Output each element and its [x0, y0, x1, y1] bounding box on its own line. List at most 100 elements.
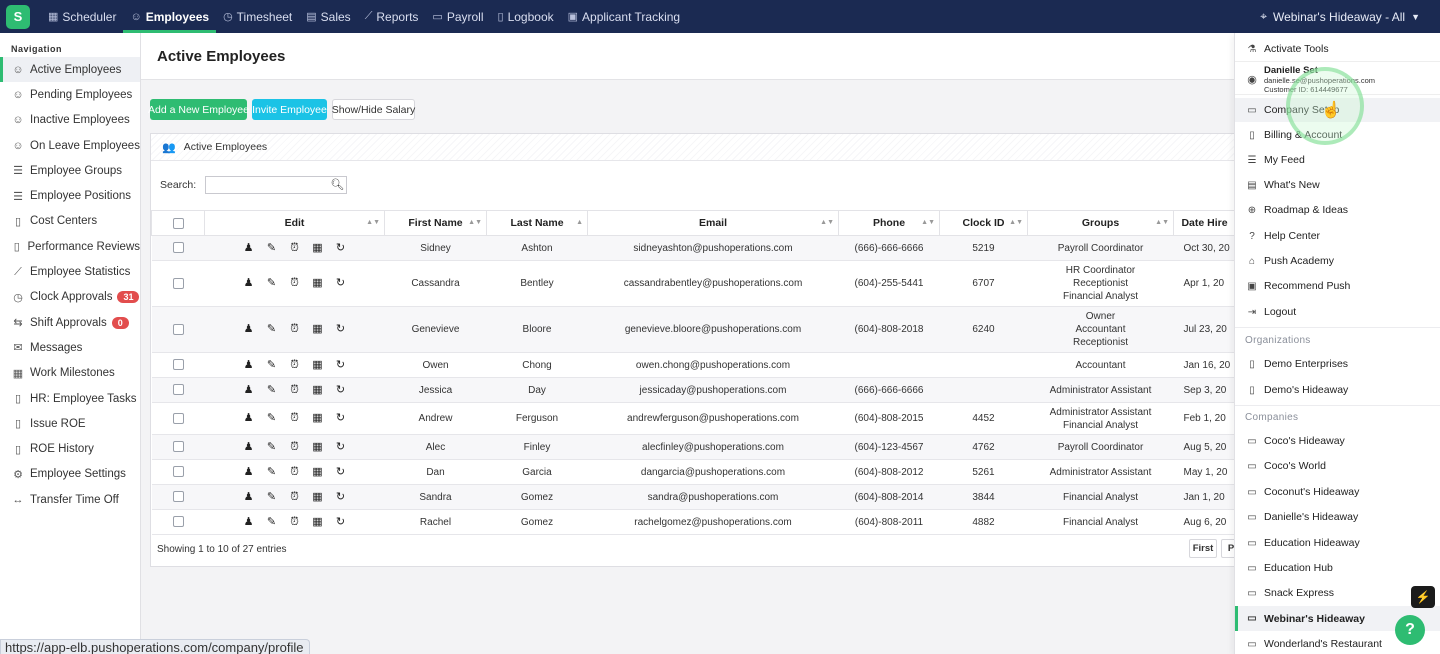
menu-my-feed[interactable]: ☰ My Feed — [1235, 148, 1440, 172]
user-profile-item[interactable]: ◉ Danielle Set danielle.se@pushoperation… — [1235, 61, 1440, 95]
pencil-icon[interactable]: ✎ — [266, 412, 277, 424]
profile-icon[interactable]: ♟ — [243, 323, 254, 335]
row-checkbox[interactable] — [172, 516, 184, 528]
col-date-hire[interactable]: Date Hire — [1173, 210, 1236, 236]
menu-billing-account[interactable]: ▯ Billing & Account — [1235, 123, 1440, 147]
redo-icon[interactable]: ↻ — [335, 490, 346, 503]
calculator-icon[interactable]: ▦ — [312, 440, 323, 453]
profile-icon[interactable]: ♟ — [243, 358, 254, 371]
profile-icon[interactable]: ♟ — [243, 277, 254, 289]
redo-icon[interactable]: ↻ — [335, 440, 346, 453]
sidebar-item-shift-approvals[interactable]: ⇆ Shift Approvals 0 — [0, 310, 140, 335]
row-checkbox[interactable] — [172, 384, 184, 396]
pencil-icon[interactable]: ✎ — [266, 277, 277, 289]
nav-sales[interactable]: ▤ Sales — [306, 9, 351, 24]
redo-icon[interactable]: ↻ — [335, 515, 346, 528]
alarm-clock-icon[interactable]: ⏰︎ — [290, 465, 299, 478]
col-first-name[interactable]: First Name ▲▼ — [384, 210, 487, 236]
company-wonderlands-restaurant[interactable]: ▭ Wonderland's Restaurant — [1235, 632, 1440, 654]
menu-recommend-push[interactable]: ▣ Recommend Push — [1235, 274, 1440, 298]
profile-icon[interactable]: ♟ — [243, 241, 254, 254]
calculator-icon[interactable]: ▦ — [312, 490, 323, 503]
row-checkbox[interactable] — [172, 441, 184, 453]
sidebar-item-employee-settings[interactable]: ⚙ Employee Settings — [0, 462, 140, 487]
col-email[interactable]: Email ▲▼ — [587, 210, 839, 236]
pencil-icon[interactable]: ✎ — [266, 515, 277, 528]
nav-logbook[interactable]: ▯ Logbook — [497, 9, 554, 24]
sidebar-item-cost-centers[interactable]: ▯ Cost Centers — [0, 209, 140, 234]
col-last-name[interactable]: Last Name ▲ — [486, 210, 588, 236]
calculator-icon[interactable]: ▦ — [312, 383, 323, 396]
calculator-icon[interactable]: ▦ — [312, 323, 323, 335]
sidebar-item-roe-history[interactable]: ▯ ROE History — [0, 436, 140, 461]
calculator-icon[interactable]: ▦ — [312, 241, 323, 254]
menu-push-academy[interactable]: ⌂ Push Academy — [1235, 249, 1440, 273]
location-selector[interactable]: ⌖ Webinar's Hideaway - All ▼ — [1260, 0, 1420, 33]
nav-applicant-tracking[interactable]: ▣ Applicant Tracking — [567, 9, 681, 24]
profile-icon[interactable]: ♟ — [243, 465, 254, 478]
pencil-icon[interactable]: ✎ — [266, 358, 277, 371]
alarm-clock-icon[interactable]: ⏰︎ — [290, 241, 299, 254]
sidebar-item-work-milestones[interactable]: ▦ Work Milestones — [12, 367, 115, 380]
redo-icon[interactable]: ↻ — [335, 241, 346, 254]
activate-tools-item[interactable]: ⚗ Activate Tools — [1235, 37, 1440, 61]
row-checkbox[interactable] — [172, 277, 184, 289]
app-logo-icon[interactable]: S — [6, 4, 30, 29]
calculator-icon[interactable]: ▦ — [312, 412, 323, 424]
profile-icon[interactable]: ♟ — [243, 490, 254, 503]
calculator-icon[interactable]: ▦ — [312, 515, 323, 528]
search-box[interactable]: 🔍︎ — [205, 176, 348, 194]
profile-icon[interactable]: ♟ — [243, 440, 254, 453]
menu-roadmap-ideas[interactable]: ⊕ Roadmap & Ideas — [1235, 198, 1440, 222]
pencil-icon[interactable]: ✎ — [266, 323, 277, 335]
alarm-clock-icon[interactable]: ⏰︎ — [290, 323, 299, 335]
nav-scheduler[interactable]: ▦ Scheduler — [48, 9, 117, 24]
menu-logout[interactable]: ⇥ Logout — [1235, 300, 1440, 324]
profile-icon[interactable]: ♟ — [243, 515, 254, 528]
pencil-icon[interactable]: ✎ — [266, 465, 277, 478]
redo-icon[interactable]: ↻ — [335, 383, 346, 396]
lightning-icon[interactable]: ⚡ — [1411, 586, 1435, 608]
alarm-clock-icon[interactable]: ⏰︎ — [290, 440, 299, 453]
alarm-clock-icon[interactable]: ⏰︎ — [290, 412, 299, 424]
redo-icon[interactable]: ↻ — [335, 358, 346, 371]
row-checkbox[interactable] — [172, 466, 184, 478]
pencil-icon[interactable]: ✎ — [266, 241, 277, 254]
pencil-icon[interactable]: ✎ — [266, 383, 277, 396]
pencil-icon[interactable]: ✎ — [266, 490, 277, 503]
row-checkbox[interactable] — [172, 412, 184, 424]
search-input[interactable] — [206, 177, 327, 193]
profile-icon[interactable]: ♟ — [243, 412, 254, 424]
alarm-clock-icon[interactable]: ⏰︎ — [290, 490, 299, 503]
search-icon[interactable]: 🔍︎ — [330, 179, 345, 191]
calculator-icon[interactable]: ▦ — [312, 465, 323, 478]
redo-icon[interactable]: ↻ — [335, 323, 346, 335]
nav-payroll[interactable]: ▭ Payroll — [432, 9, 484, 24]
col-phone[interactable]: Phone ▲▼ — [838, 210, 940, 236]
profile-icon[interactable]: ♟ — [243, 383, 254, 396]
company-education-hideaway[interactable]: ▭ Education Hideaway — [1235, 531, 1440, 555]
company-danielles-hideaway[interactable]: ▭ Danielle's Hideaway — [1235, 505, 1440, 529]
sidebar-item-on-leave-employees[interactable]: ☺ On Leave Employees — [12, 139, 140, 152]
pager-first-button[interactable]: First — [1189, 539, 1217, 558]
col-edit[interactable]: Edit ▲▼ — [204, 210, 385, 236]
nav-timesheet[interactable]: ◷ Timesheet — [223, 9, 293, 24]
show-hide-salary-button[interactable]: Show/Hide Salary — [332, 99, 415, 120]
row-checkbox[interactable] — [172, 491, 184, 503]
sidebar-item-transfer-time-off[interactable]: ↔ Transfer Time Off — [12, 493, 119, 506]
sidebar-item-clock-approvals[interactable]: ◷ Clock Approvals 31 — [0, 285, 140, 310]
company-cocos-world[interactable]: ▭ Coco's World — [1235, 454, 1440, 478]
org-demos-hideaway[interactable]: ▯ Demo's Hideaway — [1235, 378, 1440, 402]
sidebar-item-active-employees[interactable]: ☺ Active Employees — [0, 57, 140, 83]
pencil-icon[interactable]: ✎ — [266, 440, 277, 453]
row-checkbox[interactable] — [172, 242, 184, 254]
company-education-hub[interactable]: ▭ Education Hub — [1235, 556, 1440, 580]
invite-employee-button[interactable]: Invite Employee — [252, 99, 327, 120]
sidebar-item-employee-groups[interactable]: ☰ Employee Groups — [0, 158, 140, 183]
org-demo-enterprises[interactable]: ▯ Demo Enterprises — [1235, 352, 1440, 376]
alarm-clock-icon[interactable]: ⏰︎ — [290, 358, 299, 371]
sidebar-item-inactive-employees[interactable]: ☺ Inactive Employees — [12, 114, 130, 127]
sidebar-item-pending-employees[interactable]: ☺ Pending Employees — [12, 88, 133, 101]
sidebar-item-hr-employee-tasks[interactable]: ▯ HR: Employee Tasks — [0, 386, 140, 411]
alarm-clock-icon[interactable]: ⏰︎ — [290, 515, 299, 528]
